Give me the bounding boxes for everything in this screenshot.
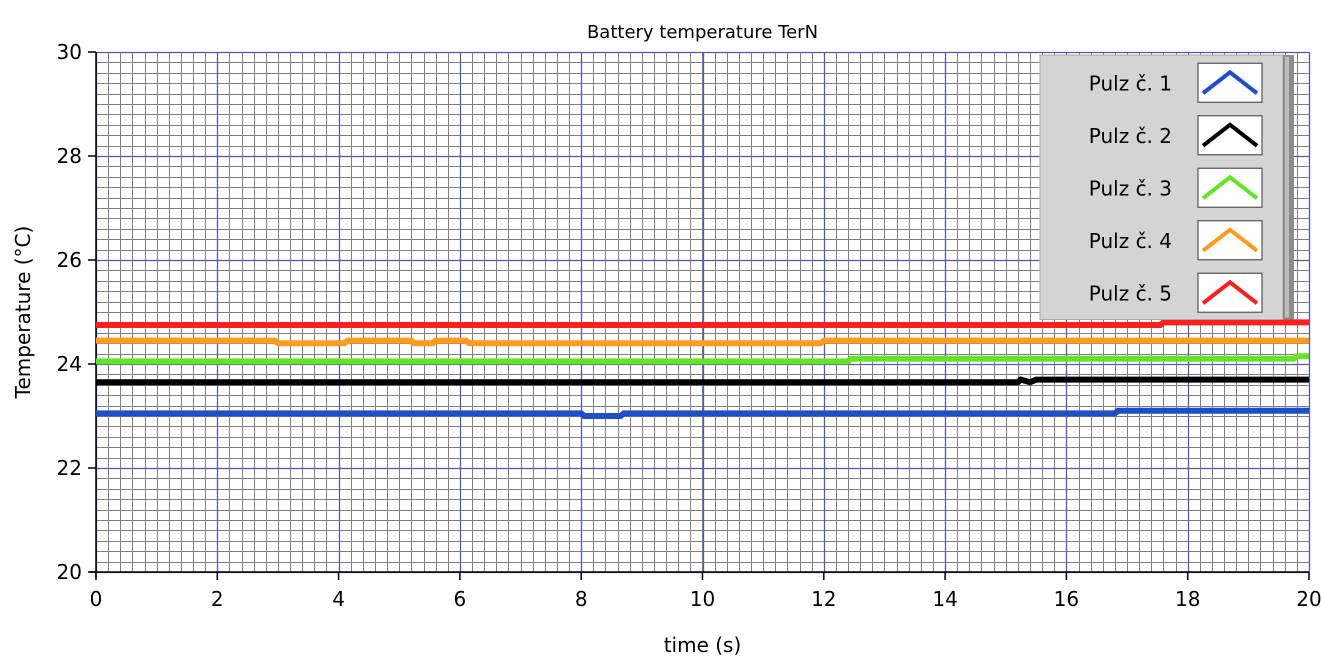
series-line-1 — [96, 407, 1309, 419]
x-tick-label: 2 — [211, 587, 224, 611]
legend-label-3: Pulz č. 3 — [1089, 176, 1172, 200]
x-tick-label: 10 — [690, 587, 715, 611]
x-tick-label: 0 — [90, 587, 103, 611]
legend-swatch-line-3 — [1201, 174, 1259, 200]
legend-swatch-box-4 — [1197, 220, 1263, 261]
y-tick-label: 26 — [57, 248, 82, 272]
series-line-4 — [96, 337, 1309, 347]
y-tick-label: 28 — [57, 144, 82, 168]
y-tick-label: 24 — [57, 352, 82, 376]
series-line-2 — [96, 376, 1309, 386]
x-tick-label: 12 — [811, 587, 836, 611]
legend-scrollbar-highlight — [1285, 57, 1289, 318]
legend-swatch-box-5 — [1197, 272, 1263, 313]
legend-label-5: Pulz č. 5 — [1089, 281, 1172, 305]
x-tick-label: 4 — [332, 587, 345, 611]
legend-swatch-line-4 — [1201, 227, 1259, 253]
x-tick-label: 6 — [454, 587, 467, 611]
x-tick-label: 14 — [932, 587, 957, 611]
x-tick-label: 18 — [1175, 587, 1200, 611]
y-tick-label: 20 — [57, 560, 82, 584]
x-axis-label: time (s) — [664, 633, 742, 657]
legend-swatch-box-2 — [1197, 115, 1263, 156]
series-line-3 — [96, 353, 1309, 365]
series-layer — [96, 319, 1309, 419]
x-tick-label: 8 — [575, 587, 588, 611]
legend-swatch-box-3 — [1197, 167, 1263, 208]
y-axis-label: Temperature (°C) — [11, 226, 35, 400]
y-tick-label: 22 — [57, 456, 82, 480]
x-tick-label: 16 — [1054, 587, 1079, 611]
legend-label-1: Pulz č. 1 — [1089, 71, 1172, 95]
legend-label-2: Pulz č. 2 — [1089, 124, 1172, 148]
legend-swatch-line-5 — [1201, 279, 1259, 305]
legend-swatch-line-2 — [1201, 122, 1259, 148]
series-line-5 — [96, 319, 1309, 328]
y-tick-label: 30 — [57, 40, 82, 64]
chart-title: Battery temperature TerN — [587, 22, 818, 43]
legend-swatch-line-1 — [1201, 69, 1259, 95]
legend[interactable]: Pulz č. 1 Pulz č. 2 Pulz č. 3 Pulz č. 4 Pulz… — [1039, 54, 1294, 320]
x-tick-label: 20 — [1296, 587, 1321, 611]
legend-swatch-box-1 — [1197, 62, 1263, 103]
legend-label-4: Pulz č. 4 — [1089, 229, 1172, 253]
